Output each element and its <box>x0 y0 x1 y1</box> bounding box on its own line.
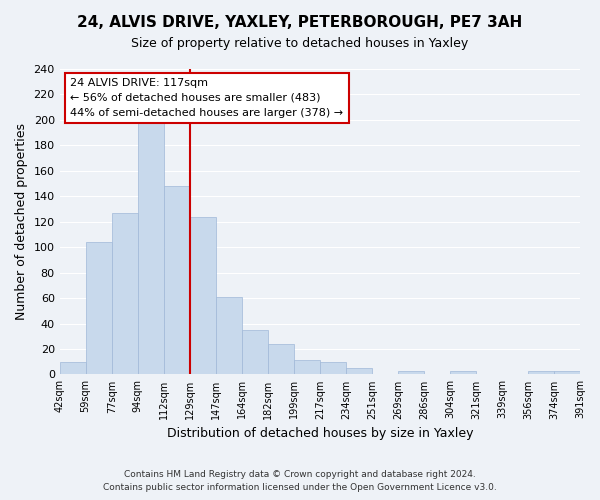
Bar <box>346 368 372 374</box>
Bar <box>86 242 112 374</box>
Bar <box>398 370 424 374</box>
X-axis label: Distribution of detached houses by size in Yaxley: Distribution of detached houses by size … <box>167 427 473 440</box>
Bar <box>59 362 86 374</box>
Text: 24 ALVIS DRIVE: 117sqm
← 56% of detached houses are smaller (483)
44% of semi-de: 24 ALVIS DRIVE: 117sqm ← 56% of detached… <box>70 78 343 118</box>
Bar <box>216 297 242 374</box>
Bar <box>294 360 320 374</box>
Bar <box>164 186 190 374</box>
Bar <box>112 213 138 374</box>
Text: Contains HM Land Registry data © Crown copyright and database right 2024.
Contai: Contains HM Land Registry data © Crown c… <box>103 470 497 492</box>
Text: Size of property relative to detached houses in Yaxley: Size of property relative to detached ho… <box>131 38 469 51</box>
Y-axis label: Number of detached properties: Number of detached properties <box>15 123 28 320</box>
Bar <box>190 216 216 374</box>
Bar <box>554 370 580 374</box>
Bar <box>138 121 164 374</box>
Bar <box>320 362 346 374</box>
Bar <box>528 370 554 374</box>
Text: 24, ALVIS DRIVE, YAXLEY, PETERBOROUGH, PE7 3AH: 24, ALVIS DRIVE, YAXLEY, PETERBOROUGH, P… <box>77 15 523 30</box>
Bar <box>268 344 294 374</box>
Bar <box>450 370 476 374</box>
Bar <box>242 330 268 374</box>
